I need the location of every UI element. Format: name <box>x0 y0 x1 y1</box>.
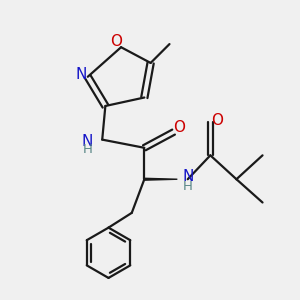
Text: O: O <box>110 34 122 49</box>
Text: N: N <box>75 67 86 82</box>
Text: O: O <box>211 112 223 128</box>
Text: H: H <box>83 142 93 156</box>
Polygon shape <box>144 178 177 180</box>
Text: N: N <box>183 169 194 184</box>
Text: O: O <box>173 120 185 135</box>
Text: H: H <box>183 180 193 193</box>
Text: N: N <box>81 134 93 149</box>
